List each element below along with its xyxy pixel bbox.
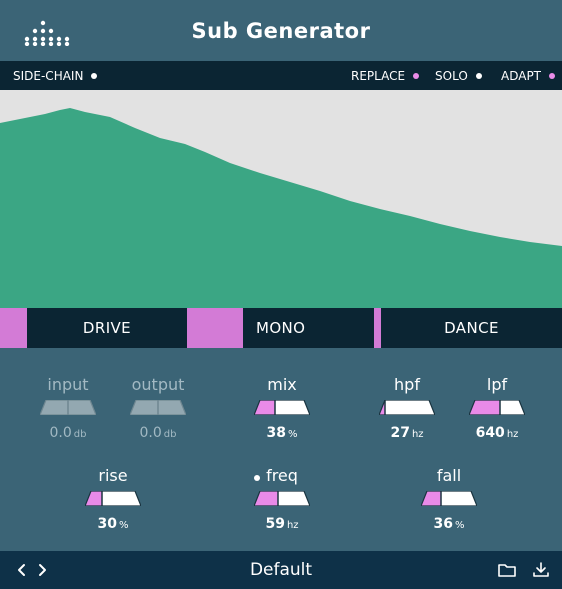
fall-label: fall [436,466,462,485]
dot-grid-logo-icon [24,20,74,47]
options-bar: SIDE-CHAIN REPLACE SOLO ADAPT [0,61,562,90]
preset-name[interactable]: Default [249,560,313,580]
chevron-right-icon[interactable] [32,561,52,579]
header: Sub Generator [0,0,562,61]
fall-control: fall 36% [404,466,494,546]
replace-toggle[interactable]: REPLACE [351,69,420,83]
app-title: Sub Generator [191,19,371,43]
output-value: 0.0 db [139,425,177,441]
output-label: output [131,375,185,394]
fader-fill [469,400,500,415]
lpf-control: lpf 640 hz [452,375,542,455]
fader-border [254,400,310,415]
folder-icon[interactable] [497,561,517,579]
fader-border [421,491,477,506]
fader-fill [254,400,275,415]
adapt-label: ADAPT [501,69,542,83]
side-chain-toggle[interactable]: SIDE-CHAIN [13,69,98,83]
fall-value: 36% [433,516,465,532]
fader-fill [254,491,278,506]
lpf-value: 640 hz [475,425,519,441]
spectrum-display [0,90,562,308]
rise-fader[interactable] [85,491,141,506]
lpf-fader[interactable] [469,400,525,415]
fall-fader[interactable] [421,491,477,506]
mode-bar: DRIVE MONO DANCE [0,308,562,348]
fader-border [469,400,525,415]
fader-border [130,400,186,415]
replace-indicator-icon [413,73,420,79]
drive-button[interactable]: DRIVE [82,319,132,337]
side-chain-indicator-icon [91,73,98,79]
fader-border [85,491,141,506]
freq-label: freq [266,466,298,485]
drive-accent [0,308,27,348]
hpf-label: hpf [394,375,420,394]
dance-button[interactable]: DANCE [444,319,499,337]
freq-value: 59 hz [265,516,299,532]
rise-control: rise 30% [68,466,158,546]
mix-value: 38% [266,425,298,441]
hpf-control: hpf 27 hz [362,375,452,455]
fader-border [40,400,96,415]
input-label: input [47,375,89,394]
side-chain-label: SIDE-CHAIN [13,69,84,83]
adapt-indicator-icon [549,73,556,79]
freq-fader[interactable] [254,491,310,506]
adapt-toggle[interactable]: ADAPT [501,69,556,83]
hpf-fader[interactable] [379,400,435,415]
mono-accent [187,308,243,348]
input-fader[interactable] [40,400,96,415]
fader-border [379,400,435,415]
solo-label: SOLO [435,69,468,83]
lpf-label: lpf [486,375,508,394]
mix-label: mix [267,375,297,394]
chevron-left-icon[interactable] [12,561,32,579]
fader-track [379,400,435,415]
controls-panel: input 0.0 db output 0.0 db mix 38% hpf 27 h… [0,348,562,551]
solo-toggle[interactable]: SOLO [435,69,482,83]
rise-label: rise [98,466,128,485]
freq-link-indicator-icon [254,475,260,481]
hpf-value: 27 hz [390,425,424,441]
mix-fader[interactable] [254,400,310,415]
input-control: input 0.0 db [23,375,113,455]
dance-accent [374,308,381,348]
download-icon[interactable] [531,561,551,579]
solo-indicator-icon [475,73,482,79]
output-fader[interactable] [130,400,186,415]
spectrum-curve [0,108,562,308]
replace-label: REPLACE [351,69,406,83]
freq-control: freq 59 hz [237,466,327,546]
mono-button[interactable]: MONO [243,308,374,348]
output-control: output 0.0 db [113,375,203,455]
fader-border [254,491,310,506]
input-value: 0.0 db [49,425,87,441]
footer: Default [0,551,562,589]
rise-value: 30% [97,516,129,532]
mix-control: mix 38% [237,375,327,455]
